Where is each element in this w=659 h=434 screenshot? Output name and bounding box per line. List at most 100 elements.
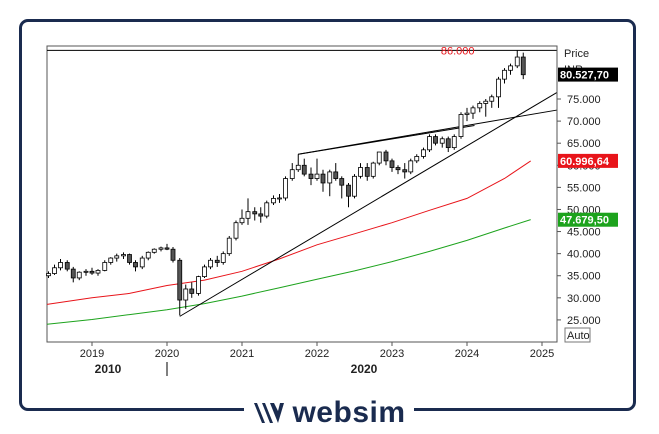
y-tick-label: 75.000 (567, 94, 601, 106)
candle-body (383, 151, 389, 162)
candle-body (89, 270, 95, 274)
candle-body (264, 202, 270, 217)
candle-body (339, 178, 345, 186)
candle-body (477, 103, 483, 109)
candle-body (245, 211, 251, 219)
candle-body (314, 173, 320, 179)
candle-body (127, 254, 132, 263)
chart-frame (19, 19, 636, 411)
candle-body (145, 251, 151, 259)
candle-body (301, 164, 307, 175)
candle-body (502, 69, 507, 80)
x-tick-label: 2025 (530, 348, 554, 360)
candle-body (158, 247, 164, 250)
last-price-tag (558, 67, 618, 82)
candle-body (327, 171, 333, 184)
ma-red-value: 60.996,64 (560, 156, 610, 168)
candle-body (320, 173, 326, 184)
resistance-label: 86.000 (441, 45, 475, 57)
candle-body (252, 211, 258, 215)
candle-body (514, 56, 520, 67)
candle-body (520, 56, 526, 76)
candle-body (233, 222, 239, 239)
candle-body (214, 259, 220, 263)
candle-body (76, 271, 82, 279)
websim-logo: websim (244, 396, 414, 430)
x-tick-label: 2021 (230, 348, 254, 360)
candle-body (208, 259, 213, 268)
candle-body (258, 213, 264, 217)
candle-body (414, 156, 420, 162)
y-tick-label: 55.000 (567, 182, 601, 194)
candle-body (389, 160, 395, 168)
x-tick-label: 2022 (305, 348, 329, 360)
y-tick-label: 40.000 (567, 249, 601, 261)
candle-body (433, 136, 438, 144)
candle-body (421, 149, 426, 157)
candle-body (283, 178, 288, 199)
candle-body (121, 254, 126, 257)
candle-body (358, 167, 363, 177)
candle-body (95, 270, 101, 274)
candle-body (64, 262, 70, 270)
candle-body (177, 259, 183, 301)
websim-logo-icon (254, 403, 285, 423)
candle-body (489, 96, 495, 102)
ma-green-tag (558, 212, 618, 227)
x-tick-label: 2019 (80, 348, 104, 360)
plot-border (46, 45, 558, 343)
candle-body (470, 107, 476, 114)
candle-body (183, 288, 189, 301)
candle-body (376, 151, 382, 164)
candle-body (346, 184, 351, 197)
candle-body (445, 138, 451, 149)
trendline-wedge (298, 125, 475, 155)
candle-body (439, 138, 445, 144)
x-tick-label: 2023 (380, 348, 404, 360)
y-axis-title: Price (564, 48, 589, 60)
ma-green-value: 47.679,50 (560, 215, 609, 227)
candle-body (202, 266, 207, 278)
candle-body (83, 270, 89, 273)
candle-body (458, 114, 464, 137)
candle-body (164, 247, 170, 250)
candle-body (139, 257, 145, 268)
candle-body (483, 100, 489, 104)
candle-body (52, 267, 57, 274)
candle-body (308, 173, 314, 179)
candle-body (170, 248, 176, 261)
candle-body (114, 255, 120, 259)
candle-body (196, 276, 201, 294)
candle-body (226, 237, 232, 255)
candle-body (364, 167, 370, 177)
candle-body (402, 169, 408, 173)
candle-body (46, 273, 51, 277)
ma-red-line (46, 160, 531, 305)
last-price-value: 80.527,70 (560, 70, 609, 82)
candle-body (102, 262, 108, 271)
candle-body (451, 136, 457, 149)
candle-body (508, 65, 513, 71)
x-tick-label: 2024 (455, 348, 479, 360)
candle-body (277, 197, 282, 200)
y-tick-label: 65.000 (567, 138, 601, 150)
y-tick-label: 25.000 (567, 315, 601, 327)
x-tick-label: 2020 (155, 348, 179, 360)
candle-body (58, 262, 63, 269)
trendline-support (179, 91, 558, 317)
candle-body (239, 217, 245, 224)
candle-body (370, 162, 376, 177)
candle-body (295, 164, 301, 171)
auto-label: Auto (567, 330, 590, 342)
candle-body (151, 248, 157, 253)
candle-body (271, 198, 276, 204)
era-label-2020: 2020 (351, 362, 378, 376)
candle-body (496, 78, 501, 98)
y-tick-label: 45.000 (567, 227, 601, 239)
candle-body (333, 171, 339, 179)
candle-body (189, 288, 195, 294)
candle-body (70, 268, 76, 279)
candle-body (408, 160, 414, 173)
candle-body (427, 136, 432, 151)
